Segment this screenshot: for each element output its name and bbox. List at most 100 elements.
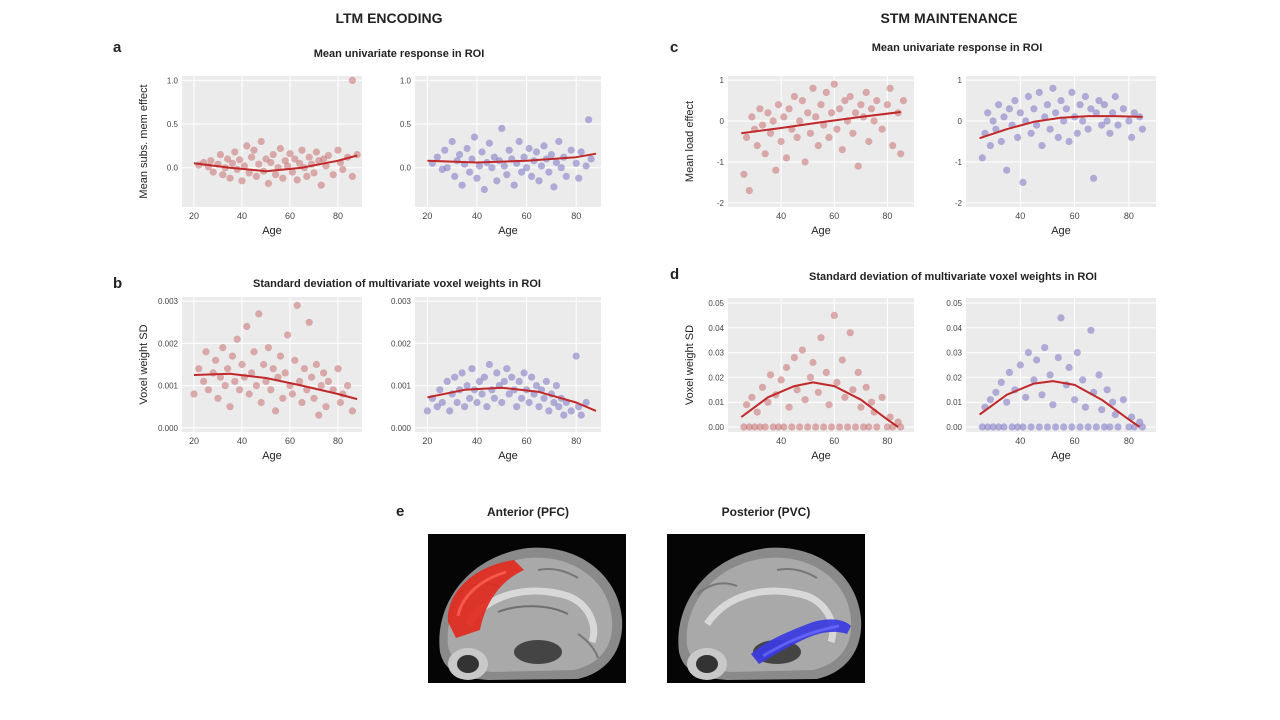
data-point	[989, 117, 997, 125]
data-point	[830, 311, 838, 319]
x-tick-label: 20	[422, 436, 432, 446]
data-point	[555, 403, 563, 411]
data-point	[1046, 371, 1054, 379]
data-point	[1114, 423, 1122, 431]
x-tick-label: 20	[189, 211, 199, 221]
y-tick-label: 1	[720, 76, 725, 85]
data-point	[433, 403, 441, 411]
data-point	[532, 382, 541, 390]
data-point	[1109, 398, 1117, 406]
data-point	[500, 162, 508, 170]
data-point	[995, 101, 1003, 109]
data-point	[1081, 403, 1089, 411]
data-point	[478, 148, 486, 156]
data-point	[870, 117, 878, 125]
data-point	[820, 121, 828, 129]
data-point	[766, 371, 775, 379]
data-point	[505, 146, 513, 154]
data-point	[219, 344, 227, 352]
data-point	[291, 155, 299, 163]
data-point	[334, 146, 342, 154]
x-tick-label: 80	[882, 436, 892, 446]
data-point	[753, 142, 761, 150]
data-point	[1095, 97, 1103, 105]
panel-letter-a: a	[113, 39, 122, 56]
data-point	[1054, 133, 1062, 141]
data-point	[255, 310, 263, 318]
data-point	[453, 398, 461, 407]
data-point	[308, 373, 316, 381]
data-point	[796, 117, 804, 125]
data-point	[1076, 101, 1084, 109]
y-tick-label: 1.0	[400, 76, 412, 85]
data-point	[542, 377, 551, 385]
data-point	[505, 390, 513, 398]
data-point	[329, 171, 337, 179]
data-point	[238, 360, 246, 369]
y-tick-label: 1.0	[167, 76, 179, 85]
data-point	[769, 117, 777, 125]
plot-background	[728, 76, 914, 207]
data-point	[1049, 401, 1057, 409]
data-point	[228, 352, 236, 360]
data-point	[577, 148, 585, 156]
y-tick-label: 0.000	[158, 424, 179, 433]
panel-d-title: Standard deviation of multivariate voxel…	[809, 271, 1097, 283]
y-tick-label: 0.04	[708, 324, 724, 333]
data-point	[758, 121, 767, 129]
data-point	[1041, 113, 1049, 121]
data-point	[348, 172, 356, 180]
data-point	[528, 172, 536, 180]
brain-title-posterior: Posterior (PVC)	[722, 505, 811, 519]
data-point	[1095, 371, 1103, 379]
data-point	[1071, 396, 1079, 404]
data-point	[296, 377, 304, 385]
data-point	[216, 151, 224, 159]
data-point	[500, 377, 508, 385]
plot-background	[182, 297, 362, 432]
data-point	[995, 423, 1003, 431]
data-point	[743, 401, 751, 409]
data-point	[897, 423, 905, 431]
data-point	[1038, 142, 1046, 150]
data-point	[804, 109, 812, 117]
data-point	[814, 142, 822, 150]
data-point	[836, 105, 844, 113]
data-point	[272, 407, 280, 415]
data-point	[279, 394, 287, 402]
data-point	[274, 373, 282, 381]
x-tick-label: 80	[1124, 436, 1134, 446]
data-point	[456, 151, 464, 159]
y-tick-label: 0.002	[158, 339, 179, 348]
x-tick-label: 40	[1015, 211, 1025, 221]
data-point	[310, 394, 318, 402]
data-point	[550, 183, 558, 191]
panel-b-title: Standard deviation of multivariate voxel…	[253, 278, 541, 290]
data-point	[1128, 133, 1136, 141]
data-point	[515, 137, 523, 146]
data-point	[339, 165, 347, 173]
data-point	[1138, 125, 1146, 133]
data-point	[537, 162, 546, 170]
data-point	[846, 92, 854, 101]
data-point	[296, 159, 304, 167]
data-point	[745, 187, 753, 195]
data-point	[897, 150, 905, 158]
y-axis-label: Voxel weight SD	[684, 325, 696, 405]
data-point	[252, 382, 260, 390]
data-point	[766, 129, 775, 137]
data-point	[825, 401, 833, 409]
data-point	[555, 137, 563, 146]
data-point	[532, 148, 541, 156]
data-point	[836, 423, 844, 431]
data-point	[438, 398, 446, 407]
data-point	[1076, 423, 1084, 431]
data-point	[1057, 314, 1065, 322]
data-point	[485, 360, 493, 369]
data-point	[288, 390, 296, 398]
y-tick-label: 0.003	[391, 297, 412, 306]
data-point	[743, 133, 751, 141]
data-point	[545, 407, 553, 415]
x-axis-label: Age	[1051, 225, 1071, 237]
data-point	[1027, 423, 1035, 431]
